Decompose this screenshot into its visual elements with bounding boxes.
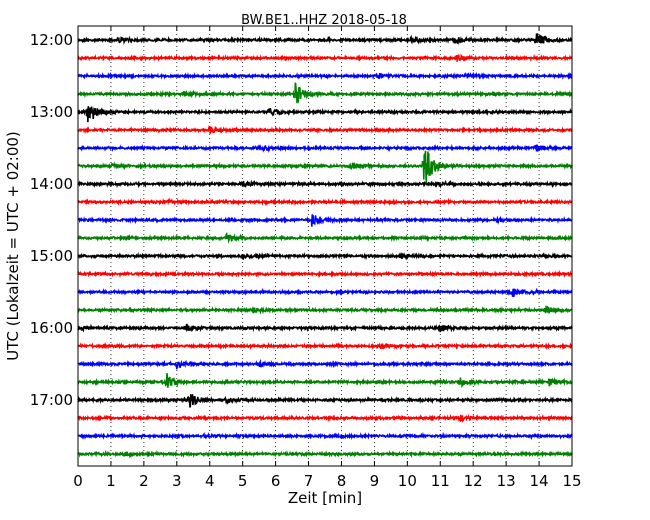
trace-16:30 — [77, 358, 573, 370]
y-axis-label: UTC (Lokalzeit = UTC + 02:00) — [4, 131, 22, 361]
trace-17:15 — [77, 413, 573, 423]
x-tick-label-12: 12 — [464, 472, 483, 490]
trace-13:45 — [77, 150, 573, 184]
trace-12:15 — [77, 53, 573, 63]
trace-16:00 — [77, 323, 573, 333]
trace-15:15 — [77, 269, 573, 279]
y-tick-label-14:00: 14:00 — [30, 175, 73, 193]
y-tick-label-15:00: 15:00 — [30, 247, 73, 265]
trace-16:45 — [77, 373, 573, 389]
trace-14:45 — [77, 231, 573, 244]
x-axis-label: Zeit [min] — [288, 489, 362, 507]
x-tick-label-13: 13 — [497, 472, 516, 490]
y-tick-label-17:00: 17:00 — [30, 391, 73, 409]
x-tick-label-5: 5 — [238, 472, 248, 490]
trace-12:30 — [77, 71, 573, 81]
trace-14:15 — [77, 197, 573, 207]
axes: 0 1 2 3 4 5 6 7 8 9 10 11 12 13 14 1512:0013:0014:0015:… — [30, 26, 582, 490]
x-tick-label-15: 15 — [562, 472, 581, 490]
x-tick-label-2: 2 — [139, 472, 149, 490]
x-tick-label-8: 8 — [337, 472, 347, 490]
trace-series — [77, 33, 573, 459]
trace-12:45 — [77, 82, 573, 104]
x-tick-label-14: 14 — [530, 472, 549, 490]
x-tick-label-4: 4 — [205, 472, 215, 490]
x-tick-label-6: 6 — [271, 472, 281, 490]
plot-frame — [77, 25, 573, 467]
trace-14:00 — [77, 179, 573, 189]
x-tick-label-7: 7 — [304, 472, 314, 490]
trace-14:30 — [77, 214, 573, 227]
trace-17:00 — [77, 394, 573, 408]
x-tick-label-10: 10 — [398, 472, 417, 490]
y-tick-label-13:00: 13:00 — [30, 103, 73, 121]
chart-title: BW.BE1..HHZ 2018-05-18 — [241, 13, 407, 28]
trace-15:45 — [77, 305, 573, 315]
x-tick-label-3: 3 — [172, 472, 182, 490]
trace-13:00 — [77, 106, 573, 123]
x-tick-label-1: 1 — [106, 472, 116, 490]
trace-13:15 — [77, 125, 573, 135]
y-tick-label-12:00: 12:00 — [30, 31, 73, 49]
x-tick-label-9: 9 — [370, 472, 380, 490]
x-tick-label-0: 0 — [73, 472, 83, 490]
trace-12:00 — [77, 33, 573, 45]
trace-15:30 — [77, 287, 573, 297]
y-tick-label-16:00: 16:00 — [30, 319, 73, 337]
trace-17:45 — [77, 449, 573, 459]
trace-17:30 — [77, 431, 573, 441]
grid-lines — [110, 26, 540, 466]
trace-16:15 — [77, 341, 573, 351]
x-tick-label-11: 11 — [431, 472, 450, 490]
trace-15:00 — [77, 251, 573, 261]
trace-13:30 — [77, 143, 573, 153]
